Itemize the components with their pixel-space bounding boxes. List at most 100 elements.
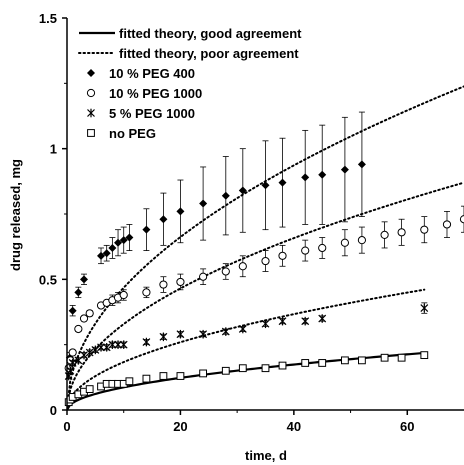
legend-item: fitted theory, poor agreement [78,46,299,61]
data-point [261,364,270,373]
legend-label: 10 % PEG 1000 [109,86,202,101]
y-tick-label: 1 [50,142,57,157]
data-point [119,290,128,300]
series-star [64,302,429,381]
data-point [108,340,117,349]
data-point [176,277,185,287]
data-point [261,319,270,329]
data-point [176,329,185,339]
legend-item: 5 % PEG 1000 [87,106,195,121]
x-axis-title: time, d [245,448,287,463]
data-point [114,238,123,247]
data-point [119,236,128,245]
data-point [125,377,134,386]
data-point [459,215,464,224]
data-point [176,372,185,380]
axes [62,17,464,415]
data-point [85,309,94,318]
data-point [85,385,94,393]
legend-label: fitted theory, poor agreement [119,46,299,61]
legend-label: 5 % PEG 1000 [109,106,195,121]
data-point [85,348,94,357]
data-point [176,207,185,216]
legend-item: fitted theory, good agreement [79,26,302,41]
data-point [221,191,230,200]
legend: fitted theory, good agreement fitted theo… [78,26,302,141]
data-point [102,249,111,258]
data-point [79,314,89,323]
y-tick-label: 1.5 [39,11,57,26]
data-point [238,186,247,195]
data-point [397,228,406,237]
fitted-curve-poor-2 [67,288,426,410]
data-point [301,246,310,255]
data-point [318,243,327,253]
data-point [199,272,208,281]
legend-item: 10 % PEG 400 [87,66,195,81]
data-point [420,225,429,234]
data-point [341,356,349,365]
x-tick-label: 60 [400,419,414,434]
data-point [91,345,100,355]
legend-item: 10 % PEG 1000 [86,86,202,101]
y-axis-title: drug released, mg [8,159,23,271]
data-point [238,262,247,271]
legend-item: no PEG [87,126,156,141]
tick-labels: 0 20 40 60 0 0.5 1 1.5 [39,11,415,434]
data-point [278,361,287,370]
data-point [199,369,208,378]
data-point [74,324,83,334]
legend-label: 10 % PEG 400 [109,66,195,81]
data-point [108,243,117,252]
series-filled-diamond [65,111,366,364]
data-point [142,288,151,297]
legend-marker [87,129,95,137]
data-point [340,165,349,174]
data-point [420,351,429,360]
y-tick-label: 0.5 [39,272,57,287]
data-point [358,356,366,365]
series-open-circle [64,205,464,373]
data-point [420,303,429,313]
data-point [357,236,367,245]
data-point [318,170,327,179]
data-point [221,267,230,276]
data-point [97,342,105,352]
data-point [238,364,247,373]
data-point [114,340,122,349]
legend-label: fitted theory, good agreement [119,26,302,41]
x-tick-label: 40 [287,419,301,434]
data-point [125,233,134,242]
data-point [301,173,310,182]
data-point [221,327,230,336]
data-point [278,251,287,260]
data-point [68,348,77,357]
data-point [199,199,208,208]
data-point [380,353,389,362]
data-point [66,366,75,376]
legend-marker [87,69,95,77]
data-point [238,324,247,334]
data-point [97,251,106,260]
data-point [102,342,111,352]
data-point [199,329,208,339]
data-point [380,230,389,240]
data-point [301,316,310,326]
data-point [159,215,168,224]
data-point [221,366,230,375]
data-point [142,337,151,347]
data-point [318,359,327,367]
fitted-curve-poor-1 [67,181,464,410]
data-point [340,238,349,247]
data-point [261,256,270,266]
data-point [278,178,287,187]
data-point [68,358,77,368]
data-point [301,359,310,367]
data-point [142,374,151,383]
data-point [142,225,151,234]
data-point [261,181,270,190]
data-point [74,288,83,297]
data-point [442,220,452,229]
data-point [357,160,366,169]
